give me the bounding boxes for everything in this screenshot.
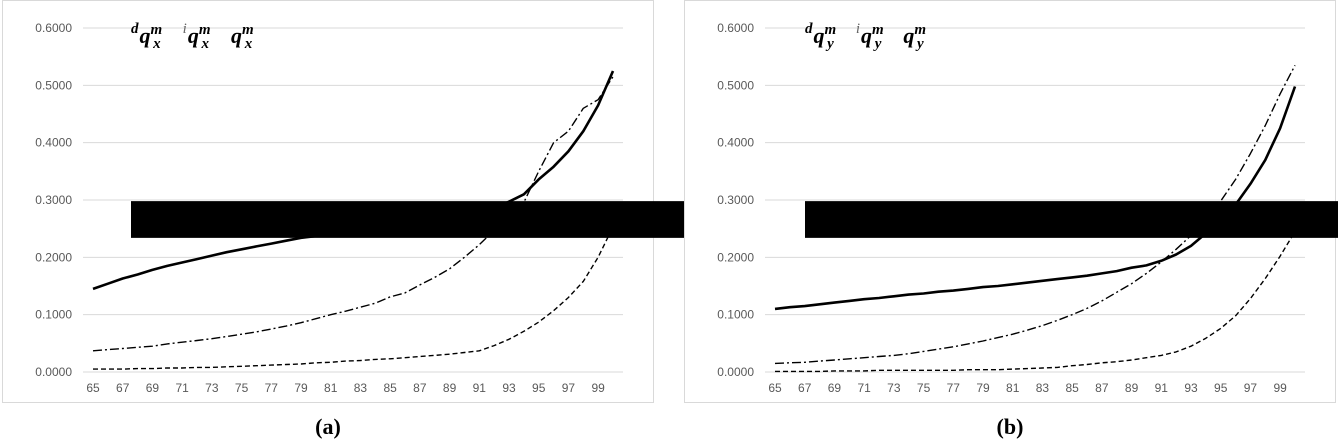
- chart-b-xtick-label: 67: [798, 381, 812, 395]
- chart-b-legend-swatch: [805, 209, 1338, 230]
- chart-a-xtick-label: 77: [265, 381, 279, 395]
- chart-b-xtick-label: 99: [1273, 381, 1287, 395]
- chart-a-ytick-label: 0.6000: [35, 21, 72, 35]
- chart-b-xtick-label: 97: [1244, 381, 1258, 395]
- chart-b-xtick-label: 69: [828, 381, 842, 395]
- chart-b-ytick-label: 0.5000: [717, 78, 754, 92]
- chart-a-xtick-label: 91: [473, 381, 487, 395]
- chart-a-ytick-label: 0.4000: [35, 136, 72, 150]
- chart-b-xtick-label: 89: [1125, 381, 1139, 395]
- chart-a-ytick-label: 0.5000: [35, 78, 72, 92]
- chart-a-xtick-label: 65: [86, 381, 100, 395]
- chart-a-xtick-label: 79: [294, 381, 308, 395]
- chart-b-legend-label: iqmy: [855, 21, 884, 52]
- chart-b-xtick-label: 85: [1065, 381, 1079, 395]
- chart-a-legend-label: dqmx: [131, 21, 163, 52]
- chart-b-xtick-label: 73: [887, 381, 901, 395]
- chart-b-plot: 0.0000 0.1000 0.2000 0.3000 0.4000 0.5000 0.60…: [717, 21, 1305, 395]
- chart-a-series-dashdot-line: [92, 76, 614, 352]
- chart-a-xtick-label: 67: [116, 381, 130, 395]
- chart-b-xtick-label: 81: [1006, 381, 1020, 395]
- chart-b-xtick-label: 65: [768, 381, 782, 395]
- chart-a-xtick-label: 81: [324, 381, 338, 395]
- chart-b-ytick-label: 0.3000: [717, 193, 754, 207]
- chart-a-legend: dqmx iqmx qmx: [131, 19, 781, 238]
- caption-b: (b): [996, 414, 1024, 439]
- chart-b-ytick-label: 0.1000: [717, 308, 754, 322]
- chart-a-legend-swatch: [131, 209, 781, 230]
- chart-b-xtick-label: 79: [976, 381, 990, 395]
- chart-a-xtick-label: 85: [383, 381, 397, 395]
- chart-b-xtick-label: 95: [1214, 381, 1228, 395]
- chart-panel-b: 0.0000 0.1000 0.2000 0.3000 0.4000 0.5000 0.60…: [684, 0, 1338, 403]
- chart-a-ytick-label: 0.3000: [35, 193, 72, 207]
- chart-a-legend-label: qmx: [231, 21, 254, 52]
- chart-a-plot: 0.0000 0.1000 0.2000 0.3000 0.4000 0.5000 0.60…: [35, 21, 623, 395]
- chart-a-xtick-label: 83: [354, 381, 368, 395]
- chart-a-xtick-label: 69: [146, 381, 160, 395]
- chart-b-legend: dqmy iqmy qmy: [805, 19, 1338, 238]
- chart-b-legend-entry: qmy: [805, 21, 1338, 230]
- chart-a-ytick-label: 0.1000: [35, 308, 72, 322]
- chart-a-xtick-label: 71: [175, 381, 189, 395]
- chart-b-xtick-label: 93: [1184, 381, 1198, 395]
- chart-a-legend-entry: qmx: [131, 21, 781, 230]
- chart-b-xtick-label: 91: [1155, 381, 1169, 395]
- chart-b-xtick-label: 83: [1036, 381, 1050, 395]
- chart-a-ytick-label: 0.0000: [35, 365, 72, 379]
- chart-a-xtick-label: 95: [532, 381, 546, 395]
- chart-b-legend-entry: iqmy: [805, 21, 1338, 230]
- chart-a-series-dashed-line: [93, 226, 614, 370]
- chart-b-ytick-label: 0.4000: [717, 136, 754, 150]
- chart-b-ytick-label: 0.0000: [717, 365, 754, 379]
- chart-a-xtick-label: 99: [591, 381, 605, 395]
- chart-a-xtick-label: 97: [562, 381, 576, 395]
- chart-b-legend-label: dqmy: [805, 21, 837, 52]
- chart-b-series-dashed-line: [775, 231, 1296, 373]
- chart-a-legend-entry: iqmx: [131, 21, 781, 230]
- chart-a-xtick-label: 89: [443, 381, 457, 395]
- chart-b-xtick-label: 77: [947, 381, 961, 395]
- chart-a-xtick-label: 93: [502, 381, 516, 395]
- chart-b-xtick-label: 71: [857, 381, 871, 395]
- chart-a-xtick-label: 73: [205, 381, 219, 395]
- chart-b-ytick-label: 0.6000: [717, 21, 754, 35]
- chart-b-ytick-label: 0.2000: [717, 250, 754, 264]
- chart-panel-a: 0.0000 0.1000 0.2000 0.3000 0.4000 0.5000 0.60…: [2, 0, 781, 403]
- chart-b-xtick-label: 75: [917, 381, 931, 395]
- chart-a-ytick-label: 0.2000: [35, 250, 72, 264]
- caption-a: (a): [315, 414, 341, 439]
- chart-a-legend-label: iqmx: [182, 21, 211, 52]
- chart-b-legend-swatch: [805, 209, 1338, 230]
- chart-a-xtick-label: 75: [235, 381, 249, 395]
- chart-b-xtick-label: 87: [1095, 381, 1109, 395]
- chart-b-legend-label: qmy: [903, 21, 927, 52]
- chart-a-xtick-label: 87: [413, 381, 427, 395]
